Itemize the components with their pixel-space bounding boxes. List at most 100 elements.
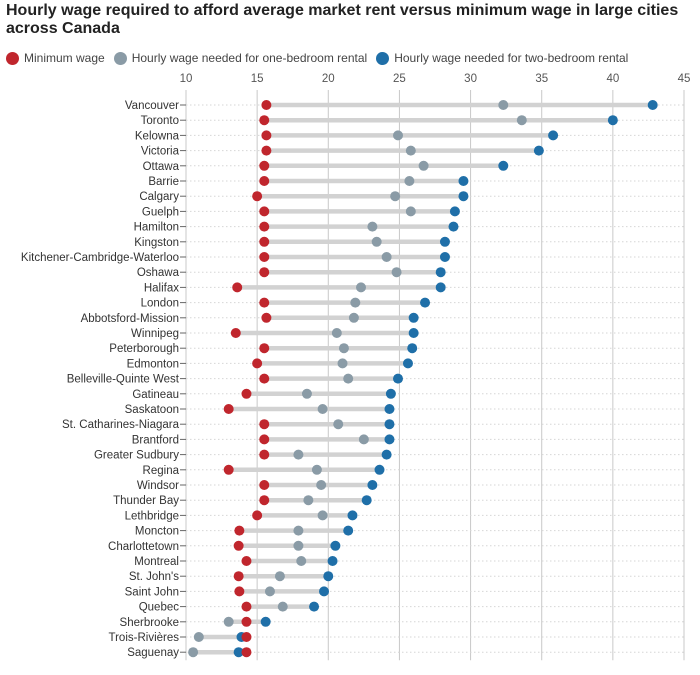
city-label-victoria: Victoria <box>141 146 180 158</box>
dot-one-bedroom-london <box>350 297 361 308</box>
dot-two-bedroom-kitchener-cambridge-waterloo <box>439 252 450 262</box>
dot-one-bedroom-guelph <box>405 206 416 217</box>
city-label-gatineau: Gatineau <box>132 389 179 401</box>
x-tick-label-35: 35 <box>535 73 548 85</box>
dot-two-bedroom-sherbrooke <box>260 616 271 627</box>
dot-min-wage-quebec <box>241 601 252 612</box>
city-label-peterborough: Peterborough <box>109 343 179 355</box>
dot-two-bedroom-calgary <box>458 191 469 202</box>
dot-min-wage-lethbridge <box>252 510 263 521</box>
dot-min-wage-st-john-s <box>233 571 244 582</box>
city-label-toronto: Toronto <box>141 115 179 127</box>
city-label-trois-rivi-res: Trois-Rivières <box>109 632 180 644</box>
dot-min-wage-regina <box>223 464 234 475</box>
dot-one-bedroom-saint-john <box>264 586 275 597</box>
city-label-abbotsford-mission: Abbotsford-Mission <box>81 313 179 325</box>
dot-one-bedroom-greater-sudbury <box>293 449 304 460</box>
x-tick-label-20: 20 <box>322 73 335 85</box>
city-label-kingston: Kingston <box>134 237 179 249</box>
x-tick-label-30: 30 <box>464 73 477 85</box>
dot-min-wage-thunder-bay <box>259 495 270 506</box>
city-label-london: London <box>141 298 179 310</box>
dot-two-bedroom-saguenay <box>233 647 244 658</box>
dot-min-wage-trois-rivi-res <box>241 632 252 642</box>
dot-one-bedroom-winnipeg <box>331 328 342 338</box>
dot-min-wage-st-catharines-niagara <box>259 419 270 430</box>
city-label-vancouver: Vancouver <box>125 100 179 112</box>
dot-min-wage-calgary <box>252 191 263 202</box>
city-label-st-catharines-niagara: St. Catharines-Niagara <box>62 419 180 431</box>
dot-two-bedroom-montreal <box>327 556 338 566</box>
dot-min-wage-kitchener-cambridge-waterloo <box>259 252 270 262</box>
legend-label-one-bedroom: Hourly wage needed for one-bedroom renta… <box>131 51 368 65</box>
city-label-brantford: Brantford <box>132 434 179 446</box>
dot-one-bedroom-st-john-s <box>274 571 285 582</box>
x-tick-label-10: 10 <box>180 73 193 85</box>
dot-one-bedroom-barrie <box>404 176 415 186</box>
dot-two-bedroom-windsor <box>367 480 378 490</box>
dot-two-bedroom-kelowna <box>548 130 559 141</box>
dot-one-bedroom-kelowna <box>393 130 404 141</box>
dot-two-bedroom-winnipeg <box>408 328 419 338</box>
legend-label-two-bedroom: Hourly wage needed for two-bedroom renta… <box>394 51 629 65</box>
dot-one-bedroom-gatineau <box>301 388 312 399</box>
city-label-regina: Regina <box>143 465 180 477</box>
dot-min-wage-montreal <box>241 556 252 566</box>
dot-min-wage-london <box>259 297 270 308</box>
dot-min-wage-kelowna <box>261 130 272 141</box>
legend-swatch-one-bedroom <box>113 51 127 65</box>
dot-two-bedroom-st-catharines-niagara <box>384 419 395 430</box>
dot-min-wage-halifax <box>232 282 243 293</box>
dot-min-wage-edmonton <box>252 358 263 369</box>
dot-min-wage-moncton <box>234 525 245 536</box>
dot-two-bedroom-abbotsford-mission <box>408 312 419 323</box>
x-tick-label-40: 40 <box>606 73 619 85</box>
dot-two-bedroom-quebec <box>309 601 320 612</box>
city-label-edmonton: Edmonton <box>127 358 179 370</box>
dot-two-bedroom-barrie <box>458 176 469 186</box>
dot-two-bedroom-peterborough <box>407 343 418 354</box>
dot-min-wage-oshawa <box>259 267 270 278</box>
dot-one-bedroom-brantford <box>358 434 369 445</box>
dot-one-bedroom-oshawa <box>391 267 402 278</box>
dot-min-wage-kingston <box>259 236 270 247</box>
dot-one-bedroom-abbotsford-mission <box>348 312 359 323</box>
city-label-belleville-quinte-west: Belleville-Quinte West <box>67 374 180 386</box>
legend-label-minimum-wage: Minimum wage <box>24 51 105 65</box>
legend: Minimum wage Hourly wage needed for one-… <box>6 50 637 66</box>
dot-min-wage-belleville-quinte-west <box>259 373 270 384</box>
dot-two-bedroom-saint-john <box>319 586 330 597</box>
city-label-saguenay: Saguenay <box>127 647 179 659</box>
dot-one-bedroom-windsor <box>316 480 327 490</box>
dot-one-bedroom-kitchener-cambridge-waterloo <box>381 252 392 262</box>
city-label-saskatoon: Saskatoon <box>125 404 179 416</box>
dot-one-bedroom-lethbridge <box>317 510 328 521</box>
dot-one-bedroom-quebec <box>277 601 288 612</box>
dot-min-wage-windsor <box>259 480 270 490</box>
dot-one-bedroom-moncton <box>293 525 304 536</box>
dot-range-chart: 10 15 20 25 30 35 40 45 Vancouver Toronto Kelowna V… <box>21 73 690 661</box>
dot-two-bedroom-guelph <box>449 206 460 217</box>
x-tick-label-15: 15 <box>251 73 264 85</box>
dot-two-bedroom-edmonton <box>402 358 413 369</box>
city-label-quebec: Quebec <box>139 602 180 614</box>
city-label-barrie: Barrie <box>148 176 179 188</box>
city-label-windsor: Windsor <box>137 480 179 492</box>
dot-one-bedroom-trois-rivi-res <box>193 632 204 642</box>
dot-two-bedroom-thunder-bay <box>361 495 372 506</box>
city-label-charlottetown: Charlottetown <box>108 541 179 553</box>
dot-min-wage-saint-john <box>234 586 245 597</box>
dot-one-bedroom-hamilton <box>367 221 378 232</box>
dot-min-wage-vancouver <box>261 100 272 110</box>
dot-min-wage-guelph <box>259 206 270 217</box>
dot-one-bedroom-victoria <box>405 145 416 156</box>
dot-one-bedroom-charlottetown <box>293 540 304 551</box>
dot-two-bedroom-oshawa <box>435 267 446 278</box>
dot-min-wage-barrie <box>259 176 270 186</box>
dot-one-bedroom-regina <box>311 464 322 475</box>
city-label-winnipeg: Winnipeg <box>131 328 179 340</box>
dot-one-bedroom-edmonton <box>337 358 348 369</box>
city-label-montreal: Montreal <box>134 556 179 568</box>
city-label-saint-john: Saint John <box>125 586 179 598</box>
city-label-oshawa: Oshawa <box>137 267 180 279</box>
